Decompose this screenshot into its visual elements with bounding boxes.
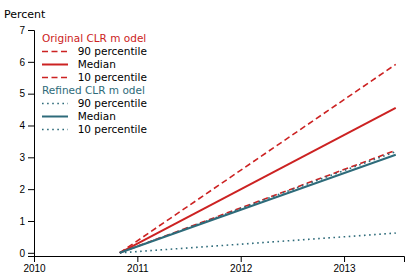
- x-tick-label: 2011: [127, 263, 149, 274]
- series-line: [120, 108, 396, 253]
- legend-label: 90 percentile: [71, 45, 147, 57]
- series-line: [120, 152, 396, 253]
- legend-label: Median: [71, 58, 116, 70]
- legend-label: Median: [71, 110, 116, 122]
- legend-swatch: [42, 103, 68, 105]
- x-tick: 2012: [230, 256, 253, 274]
- y-label: Percent: [4, 8, 46, 21]
- x-tick: 2010: [23, 256, 46, 274]
- x-tick: 2013: [333, 256, 356, 274]
- y-tick: 3: [19, 152, 34, 163]
- y-tick-mark: [28, 30, 34, 31]
- y-tick-mark: [28, 125, 34, 126]
- y-tick-label: 1: [19, 216, 25, 227]
- legend: Original CLR m odel 90 percentile Median…: [42, 32, 147, 135]
- y-tick: 5: [19, 88, 34, 99]
- plot-area: [120, 64, 396, 252]
- x-tick-mark: [241, 256, 242, 262]
- x-tick-mark: [344, 256, 345, 262]
- x-tick-label: 2010: [23, 263, 46, 274]
- y-tick: 4: [19, 120, 34, 131]
- legend-group-title: Refined CLR m odel: [42, 84, 145, 96]
- series-line: [120, 150, 396, 252]
- series-line: [120, 233, 396, 253]
- chart: 2010 2011 2012 2013 0 1 2 3 4 5 6 7 Percent Original …: [0, 0, 420, 280]
- legend-swatch: [42, 64, 68, 66]
- y-tick-label: 3: [19, 152, 25, 163]
- x-tick-label: 2012: [230, 263, 253, 274]
- series-line: [120, 155, 396, 253]
- series-line: [120, 64, 396, 252]
- x-tick-mark: [137, 256, 138, 262]
- legend-label: 90 percentile: [71, 97, 147, 109]
- legend-swatch: [42, 77, 68, 79]
- y-axis: 0 1 2 3 4 5 6 7: [19, 25, 34, 259]
- y-tick-mark: [28, 253, 34, 254]
- legend-swatch: [42, 116, 68, 118]
- y-tick-mark: [28, 221, 34, 222]
- y-tick-label: 7: [19, 25, 25, 36]
- legend-swatch: [42, 51, 68, 53]
- x-tick-label: 2013: [333, 263, 356, 274]
- y-tick-label: 6: [19, 57, 25, 68]
- legend-label: 10 percentile: [71, 123, 147, 135]
- y-tick-mark: [28, 62, 34, 63]
- legend-group-title: Original CLR m odel: [42, 32, 146, 44]
- y-tick: 6: [19, 57, 34, 68]
- legend-label: 10 percentile: [71, 71, 147, 83]
- y-tick: 0: [19, 248, 34, 259]
- legend-swatch: [42, 129, 68, 131]
- x-axis: 2010 2011 2012 2013: [23, 256, 404, 274]
- y-tick: 1: [19, 216, 34, 227]
- y-tick-mark: [28, 94, 34, 95]
- y-tick-label: 0: [19, 248, 25, 259]
- y-tick-label: 5: [19, 88, 25, 99]
- y-tick-mark: [28, 157, 34, 158]
- y-tick-mark: [28, 189, 34, 190]
- x-axis-line: [35, 257, 405, 263]
- y-tick: 2: [19, 184, 34, 195]
- y-axis-line: [28, 31, 35, 257]
- y-tick-label: 2: [19, 184, 25, 195]
- y-tick-label: 4: [19, 120, 25, 131]
- y-tick: 7: [19, 25, 34, 36]
- x-tick: 2011: [127, 256, 149, 274]
